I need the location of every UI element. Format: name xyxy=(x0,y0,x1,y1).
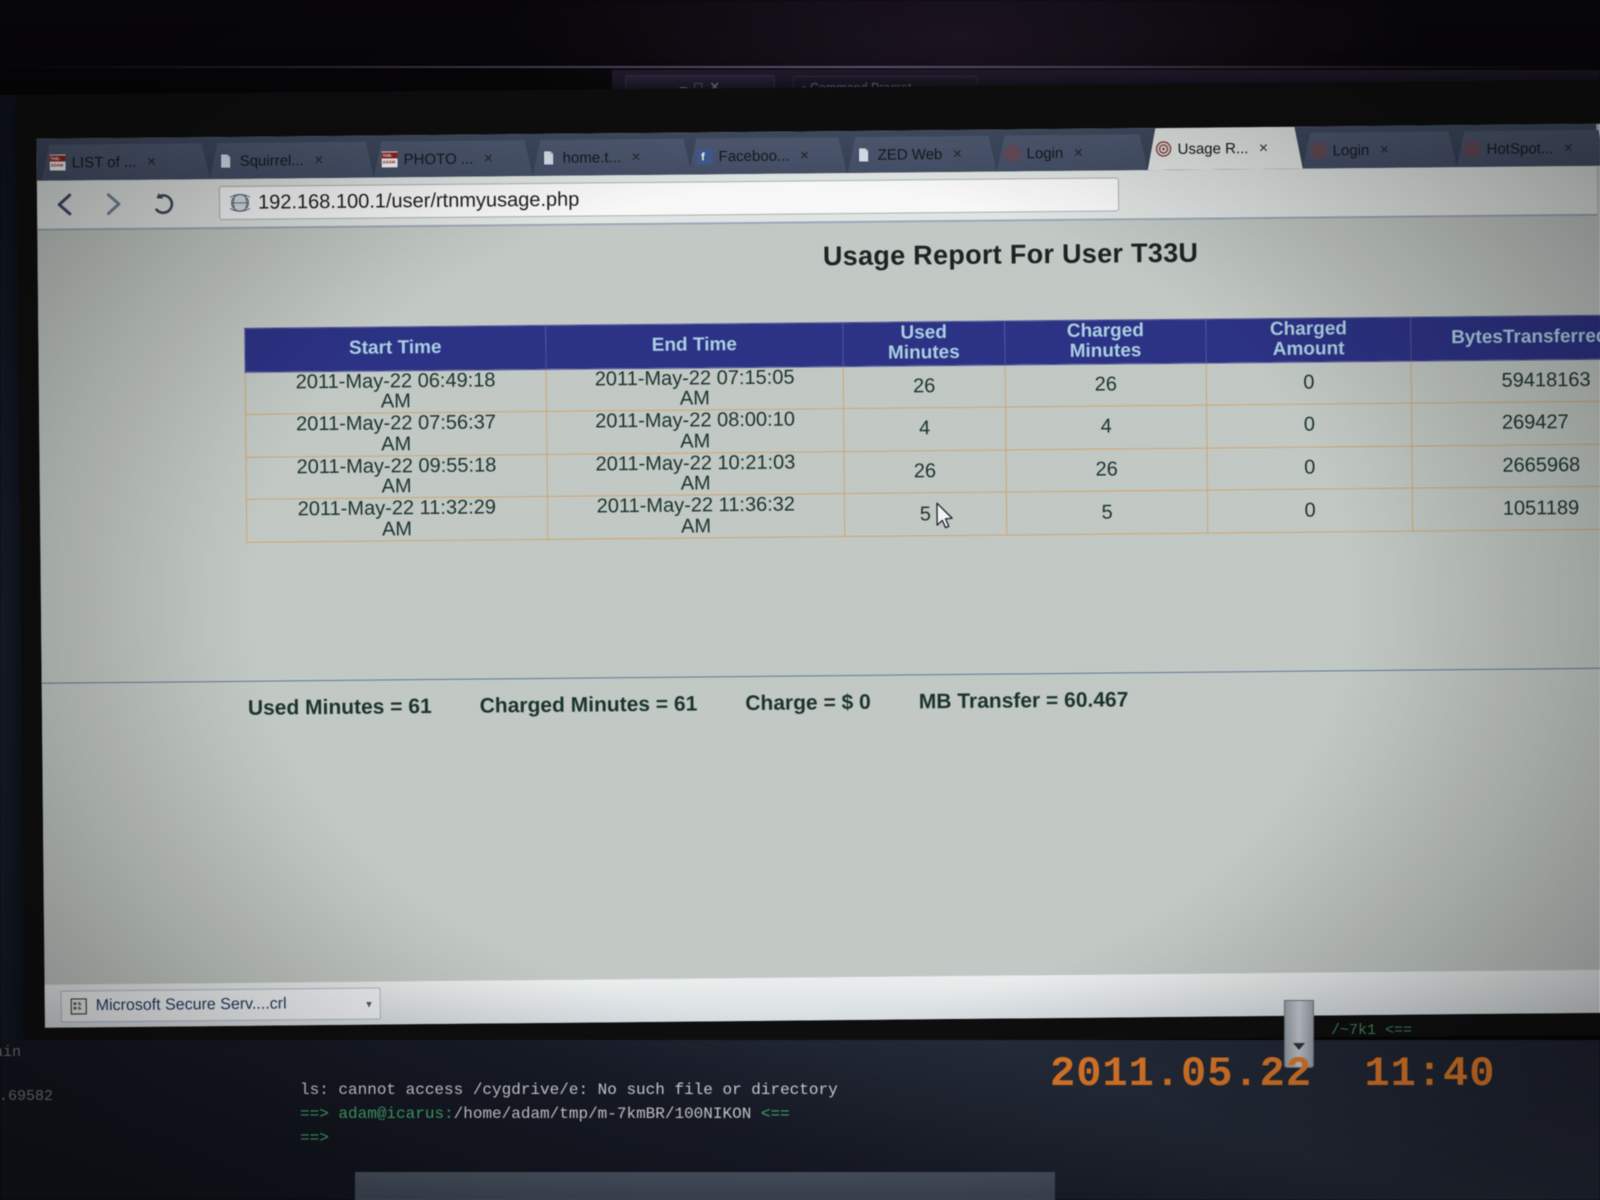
svg-text:f: f xyxy=(701,151,705,163)
svg-text:THE-: THE- xyxy=(383,153,393,158)
svg-text:ADAM: ADAM xyxy=(51,163,64,168)
svg-text:ADAM: ADAM xyxy=(383,159,396,164)
svg-text:THE-: THE- xyxy=(51,156,61,161)
